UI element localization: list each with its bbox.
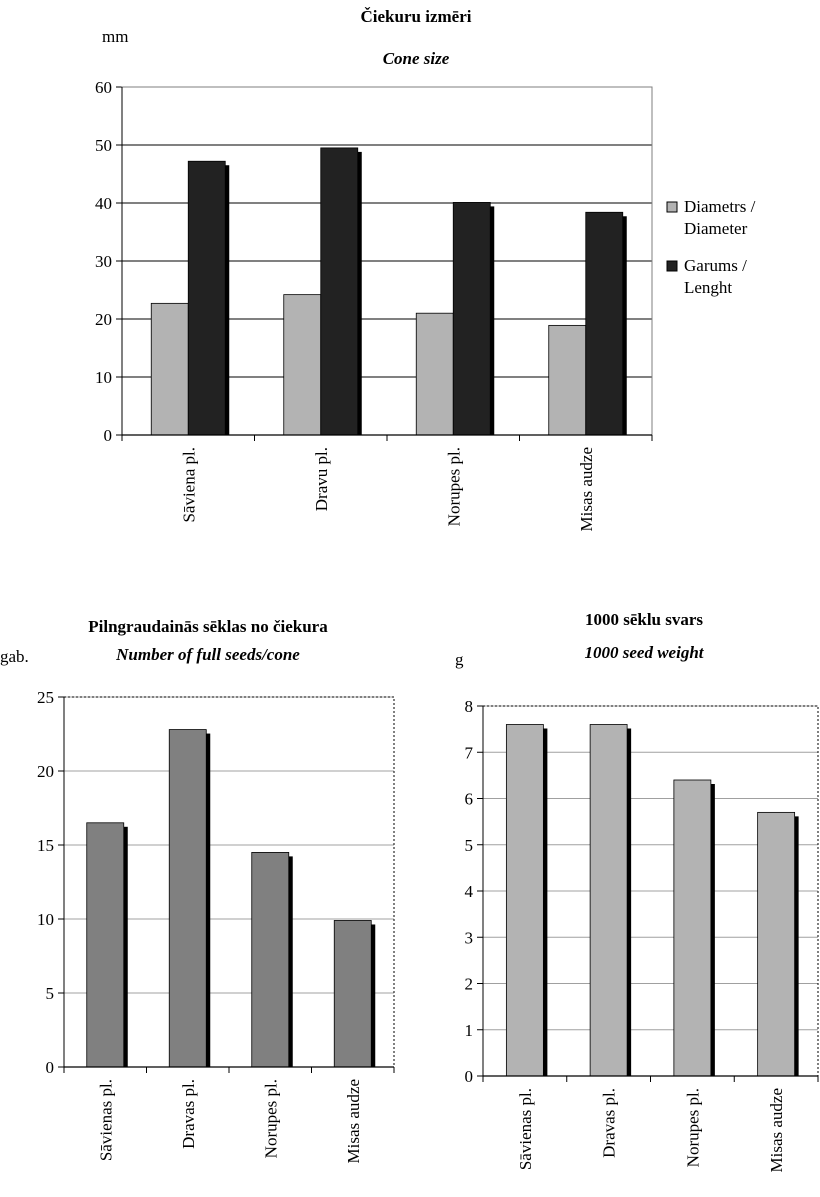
category-label: Norupes pl.	[444, 447, 463, 526]
y-tick-label: 7	[465, 743, 474, 762]
y-tick-label: 30	[95, 252, 112, 271]
bar	[589, 724, 628, 1077]
category-labels: Sāvienas pl. Dravas pl. Norupes pl. Misas a…	[516, 1088, 786, 1173]
category-label: Dravu pl.	[312, 447, 331, 511]
category-label: Sāvienas pl.	[516, 1088, 535, 1170]
chart-seed-weight: 1000 sēklu svars 1000 seed weight g 0 1 2 3…	[455, 610, 819, 1173]
category-label: Norupes pl.	[261, 1079, 280, 1158]
y-tick-label: 3	[465, 928, 474, 947]
y-tick-label: 10	[37, 910, 54, 929]
bars	[505, 724, 799, 1077]
bar	[757, 811, 796, 1077]
y-tick-labels: 0 10 20 30 40 50 60	[95, 78, 112, 445]
chart-full-seeds: Pilngraudainās sēklas no čiekura Number …	[0, 617, 395, 1164]
category-labels: Sāviena pl. Dravu pl. Norupes pl. Misas aud…	[179, 447, 596, 532]
category-labels: Sāvienas pl. Dravas pl. Norupes pl. Misas a…	[96, 1079, 363, 1164]
chart-subtitle: 1000 seed weight	[585, 643, 705, 662]
category-label: Misas audze	[577, 447, 596, 532]
y-tick-label: 0	[465, 1067, 474, 1086]
category-label: Dravas pl.	[600, 1088, 619, 1158]
legend: Diametrs / Diameter Garums / Lenght	[666, 197, 756, 297]
bar	[283, 294, 322, 436]
y-tick-label: 60	[95, 78, 112, 97]
y-tick-label: 1	[465, 1021, 474, 1040]
bar	[505, 724, 544, 1077]
bar	[187, 160, 226, 436]
axes	[116, 86, 653, 441]
y-tick-label: 40	[95, 194, 112, 213]
axes	[58, 696, 395, 1073]
y-tick-label: 25	[37, 688, 54, 707]
bars	[150, 147, 627, 436]
y-tick-label: 0	[104, 426, 113, 445]
chart-subtitle: Cone size	[383, 49, 450, 68]
y-tick-label: 2	[465, 975, 474, 994]
y-tick-label: 4	[465, 882, 474, 901]
legend-label-line-1: Diametrs /	[684, 197, 756, 216]
y-tick-labels: 0 1 2 3 4 5 6 7 8	[465, 697, 474, 1086]
bar	[415, 312, 454, 436]
bar	[673, 779, 712, 1077]
y-tick-label: 8	[465, 697, 474, 716]
chart-cone-size: Čiekuru izmēri Cone size mm 0 10 20 30 40 50 6…	[95, 7, 756, 532]
category-label: Dravas pl.	[179, 1079, 198, 1149]
category-label: Misas audze	[767, 1088, 786, 1173]
bars	[86, 729, 376, 1068]
y-axis-unit: mm	[102, 27, 128, 46]
chart-title: Pilngraudainās sēklas no čiekura	[88, 617, 328, 636]
bar	[251, 852, 290, 1068]
y-tick-label: 5	[465, 836, 474, 855]
bar	[86, 822, 125, 1068]
bar	[150, 302, 189, 436]
y-tick-label: 20	[95, 310, 112, 329]
y-tick-label: 50	[95, 136, 112, 155]
bar	[320, 147, 359, 436]
bar	[548, 324, 587, 436]
category-label: Misas audze	[344, 1079, 363, 1164]
chart-title: Čiekuru izmēri	[361, 7, 472, 26]
category-label: Sāvienas pl.	[96, 1079, 115, 1161]
y-tick-label: 15	[37, 836, 54, 855]
legend-item-length: Garums / Lenght	[666, 256, 747, 297]
y-tick-label: 10	[95, 368, 112, 387]
y-tick-label: 20	[37, 762, 54, 781]
legend-swatch	[666, 260, 678, 272]
legend-item-diameter: Diametrs / Diameter	[666, 197, 756, 238]
bar	[168, 729, 207, 1068]
y-tick-label: 6	[465, 790, 474, 809]
axes	[477, 705, 819, 1082]
bar	[452, 202, 491, 436]
y-tick-label: 0	[46, 1058, 55, 1077]
legend-label-line-2: Lenght	[684, 278, 732, 297]
y-axis-unit: gab.	[0, 647, 29, 666]
legend-swatch	[666, 201, 678, 213]
legend-label-line-2: Diameter	[684, 219, 748, 238]
y-tick-label: 5	[46, 984, 55, 1003]
legend-label-line-1: Garums /	[684, 256, 747, 275]
bar	[333, 920, 372, 1068]
y-tick-labels: 0 5 10 15 20 25	[37, 688, 54, 1077]
y-axis-unit: g	[455, 650, 464, 669]
chart-title: 1000 sēklu svars	[585, 610, 703, 629]
category-label: Sāviena pl.	[179, 447, 198, 523]
category-label: Norupes pl.	[683, 1088, 702, 1167]
bar	[585, 211, 624, 436]
chart-subtitle: Number of full seeds/cone	[115, 645, 300, 664]
